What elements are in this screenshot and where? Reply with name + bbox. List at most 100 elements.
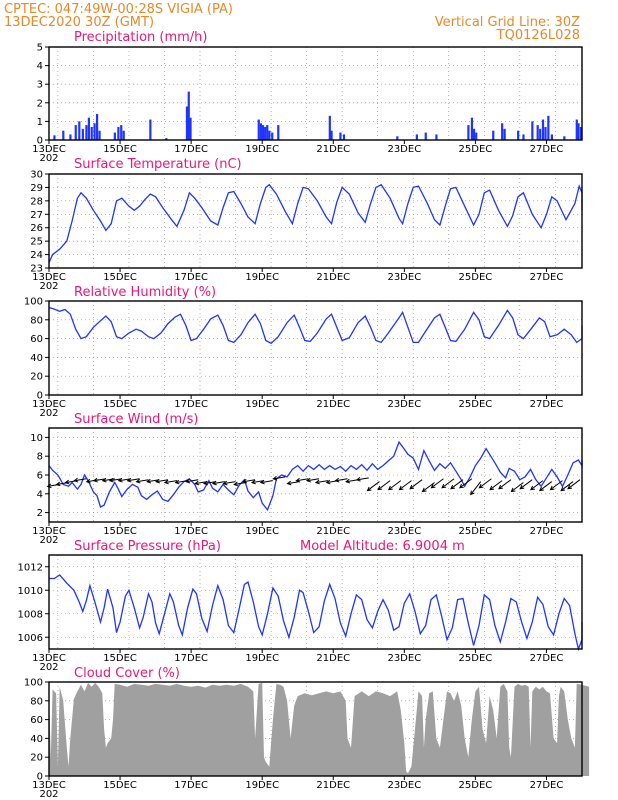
wind-arrow-head [538, 486, 544, 492]
wind-arrow [422, 482, 435, 492]
precip-bar [85, 125, 88, 140]
temperature-xtick-label: 25DEC [459, 272, 493, 283]
wind-arrow [399, 480, 412, 491]
precip-bar [547, 115, 550, 140]
precip-bar [69, 134, 72, 140]
cloud-cover-ytick-label: 80 [30, 696, 43, 707]
wind-arrow [273, 476, 286, 480]
precip-bar [74, 125, 77, 140]
wind-arrow-head [421, 487, 427, 493]
precip-bar [435, 134, 438, 140]
precip-bar [501, 123, 504, 140]
panel-temperature: Surface Temperature (nC) 23 24 25 26 27 28 29 3… [30, 157, 583, 292]
wind-arrow-head [334, 477, 340, 483]
precipitation-ytick-label: 5 [37, 43, 43, 54]
humidity-xtick-label: 21DEC [316, 399, 350, 410]
wind-arrow [164, 480, 178, 484]
humidity-ytick-label: 80 [30, 315, 43, 326]
wind-arrow-head [259, 479, 265, 485]
humidity-xtick-label: 19DEC [245, 399, 279, 410]
humidity-xtick-label: 13DEC [32, 399, 66, 410]
wind-arrow-head [211, 480, 217, 486]
precip-bar [536, 125, 539, 140]
temperature-xtick-label: 17DEC [174, 272, 208, 283]
temperature-xtick-label: 21DEC [316, 272, 350, 283]
humidity-year-label: 202 [39, 408, 58, 419]
cloud-cover-area [49, 682, 590, 776]
precip-bar [53, 135, 56, 140]
pressure-ytick-label: 1006 [18, 633, 43, 644]
cloud-cover-ytick-label: 60 [30, 715, 43, 726]
wind-arrow [431, 478, 444, 489]
wind-arrow [315, 480, 329, 484]
cloud-cover-xtick-label: 19DEC [245, 780, 279, 791]
pressure-xtick-label: 27DEC [530, 653, 564, 664]
pressure-frame [48, 554, 583, 650]
wind-ytick-label: 4 [37, 489, 43, 500]
temperature-xtick-label: 27DEC [530, 272, 564, 283]
cloud-cover-ytick-label: 20 [30, 753, 43, 764]
wind-arrow-head [345, 478, 351, 484]
pressure-xtick-label: 17DEC [174, 653, 208, 664]
humidity-line [48, 306, 583, 345]
wind-arrow [296, 478, 309, 482]
temperature-ytick-label: 27 [30, 210, 43, 221]
model-altitude-note: Model Altitude: 6.9004 m [300, 539, 465, 554]
cloud-cover-xtick-label: 17DEC [174, 780, 208, 791]
wind-arrow-head [549, 485, 555, 491]
pressure-xtick-label: 15DEC [103, 653, 137, 664]
wind-year-label: 202 [39, 535, 58, 546]
wind-arrow-head [233, 481, 239, 487]
pressure-ytick-label: 1008 [18, 609, 43, 620]
pressure-xtick-label: 25DEC [459, 653, 493, 664]
wind-arrow [409, 479, 423, 490]
wind-arrow-head [366, 486, 372, 492]
precip-bar [492, 130, 495, 140]
temperature-xtick-label: 19DEC [245, 272, 279, 283]
precip-bar [268, 130, 271, 140]
precip-bar [424, 132, 427, 140]
wind-arrow-head [510, 487, 516, 493]
wind-arrow-head [355, 476, 361, 482]
wind-arrow [195, 481, 208, 485]
wind-xtick-label: 17DEC [174, 526, 208, 537]
precip-bar [113, 132, 116, 140]
pressure-ytick-label: 1012 [18, 562, 43, 573]
wind-arrow-head [295, 477, 301, 483]
panel-precipitation: Precipitation (mm/h) 0 1 2 3 4 5 13DEC 15DEC 17D… [32, 30, 583, 164]
wind-title: Surface Wind (m/s) [74, 412, 198, 427]
panel-pressure: Surface Pressure (hPa) Model Altitude: 6… [18, 539, 583, 673]
precipitation-ytick-label: 1 [37, 117, 43, 128]
humidity-ytick-label: 100 [24, 297, 43, 308]
temperature-ytick-label: 25 [30, 237, 43, 248]
panel-wind: Surface Wind (m/s) 2 4 6 8 10 13DEC 15DEC 17DEC… [30, 412, 583, 546]
wind-arrow-head [530, 485, 535, 491]
precip-bar [189, 117, 192, 140]
humidity-xtick-label: 23DEC [387, 399, 421, 410]
wind-arrow-head [108, 477, 114, 483]
precip-bar [550, 134, 553, 140]
wind-arrow [388, 480, 402, 491]
precip-bar [539, 128, 542, 140]
wind-arrow-head [560, 486, 566, 492]
cloud-cover-ytick-label: 0 [37, 772, 43, 783]
wind-frame [48, 427, 583, 523]
precipitation-ytick-label: 3 [37, 80, 43, 91]
wind-arrow-head [325, 479, 331, 485]
wind-arrow [377, 480, 391, 491]
wind-arrow [203, 481, 217, 485]
precip-bar [122, 130, 125, 140]
temperature-ytick-label: 28 [30, 196, 43, 207]
precip-bar [328, 115, 331, 140]
wind-arrow-head [377, 485, 383, 491]
wind-arrow-head [430, 483, 436, 489]
temperature-frame [48, 173, 583, 269]
wind-arrow [234, 482, 247, 486]
wind-arrow [175, 480, 188, 484]
wind-arrow-head [314, 479, 320, 485]
precip-bar [78, 121, 81, 140]
temperature-year-label: 202 [39, 281, 58, 292]
wind-arrow-head [73, 477, 79, 483]
cloud-cover-xtick-label: 21DEC [316, 780, 350, 791]
